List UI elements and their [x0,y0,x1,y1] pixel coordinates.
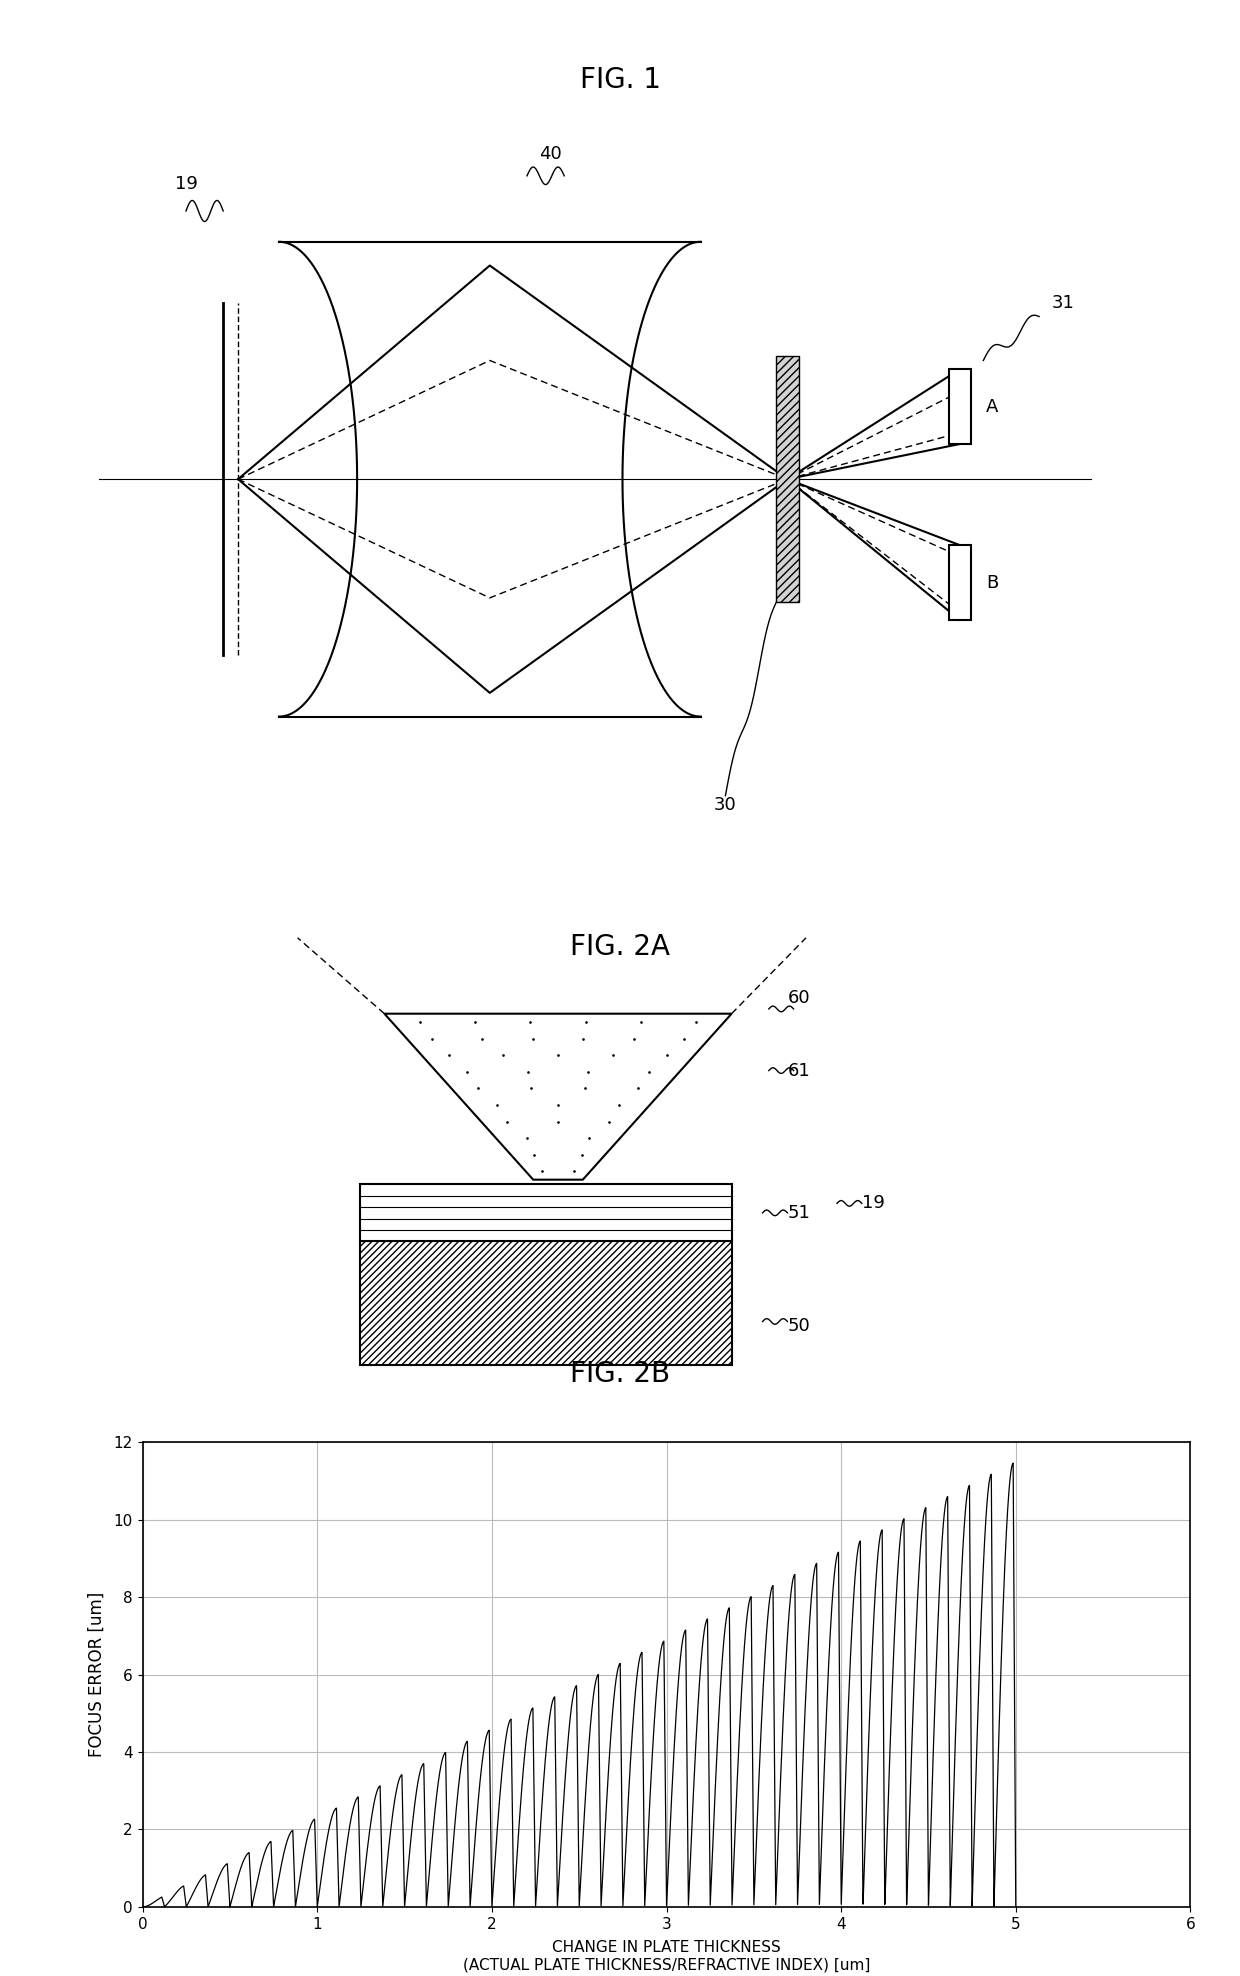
Text: 50: 50 [787,1318,810,1336]
Text: 60: 60 [787,988,810,1006]
Text: A: A [986,397,998,415]
Text: 31: 31 [1052,294,1074,312]
Bar [776,356,799,603]
Text: 40: 40 [539,144,562,162]
Bar [949,370,971,445]
Bar [949,545,971,620]
Y-axis label: FOCUS ERROR [um]: FOCUS ERROR [um] [87,1593,105,1757]
Text: 30: 30 [714,796,737,814]
Text: 51: 51 [787,1203,810,1221]
Text: FIG. 1: FIG. 1 [579,65,661,95]
Text: 61: 61 [787,1061,810,1079]
Text: FIG. 2A: FIG. 2A [570,933,670,960]
X-axis label: CHANGE IN PLATE THICKNESS
(ACTUAL PLATE THICKNESS/REFRACTIVE INDEX) [um]: CHANGE IN PLATE THICKNESS (ACTUAL PLATE … [463,1940,870,1972]
Text: 19: 19 [862,1194,884,1213]
Text: FIG. 2B: FIG. 2B [570,1359,670,1389]
Text: B: B [986,573,998,591]
Text: 19: 19 [175,176,197,194]
Bar [360,1184,732,1241]
Bar [360,1241,732,1365]
Polygon shape [384,1014,732,1180]
